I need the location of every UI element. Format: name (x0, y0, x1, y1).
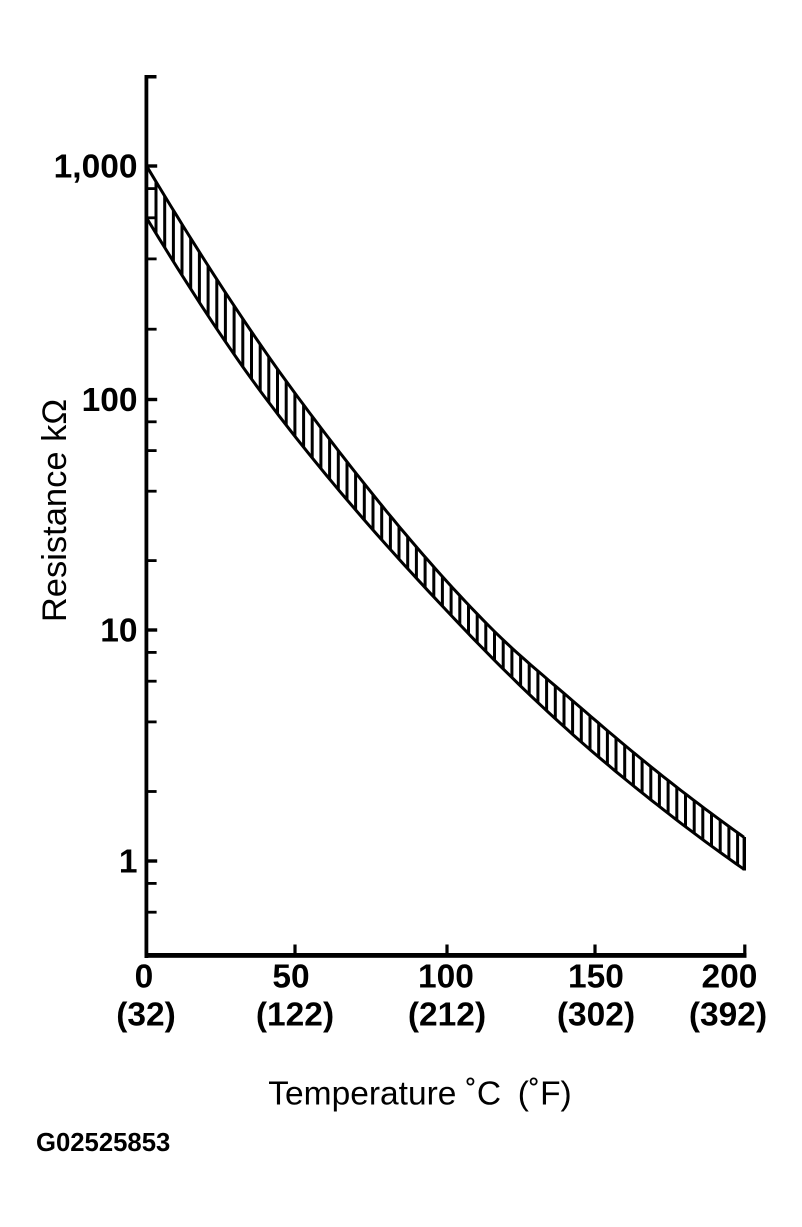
svg-text:1: 1 (119, 844, 138, 881)
svg-text:10: 10 (100, 613, 137, 650)
svg-text:100: 100 (82, 382, 138, 419)
svg-text:200: 200 (702, 959, 758, 996)
svg-text:0: 0 (135, 959, 154, 996)
svg-text:50: 50 (272, 959, 309, 996)
svg-text:(392): (392) (689, 997, 767, 1034)
svg-text:Resistance kΩ: Resistance kΩ (36, 399, 74, 622)
svg-text:100: 100 (418, 959, 474, 996)
svg-text:Temperature ˚C (˚F): Temperature ˚C (˚F) (268, 1076, 571, 1113)
svg-text:(302): (302) (557, 997, 635, 1034)
svg-text:150: 150 (568, 959, 624, 996)
svg-text:(32): (32) (116, 997, 176, 1034)
svg-text:1,000: 1,000 (54, 149, 138, 186)
svg-text:G02525853: G02525853 (36, 1129, 170, 1157)
svg-text:(122): (122) (256, 997, 334, 1034)
svg-text:(212): (212) (408, 997, 486, 1034)
